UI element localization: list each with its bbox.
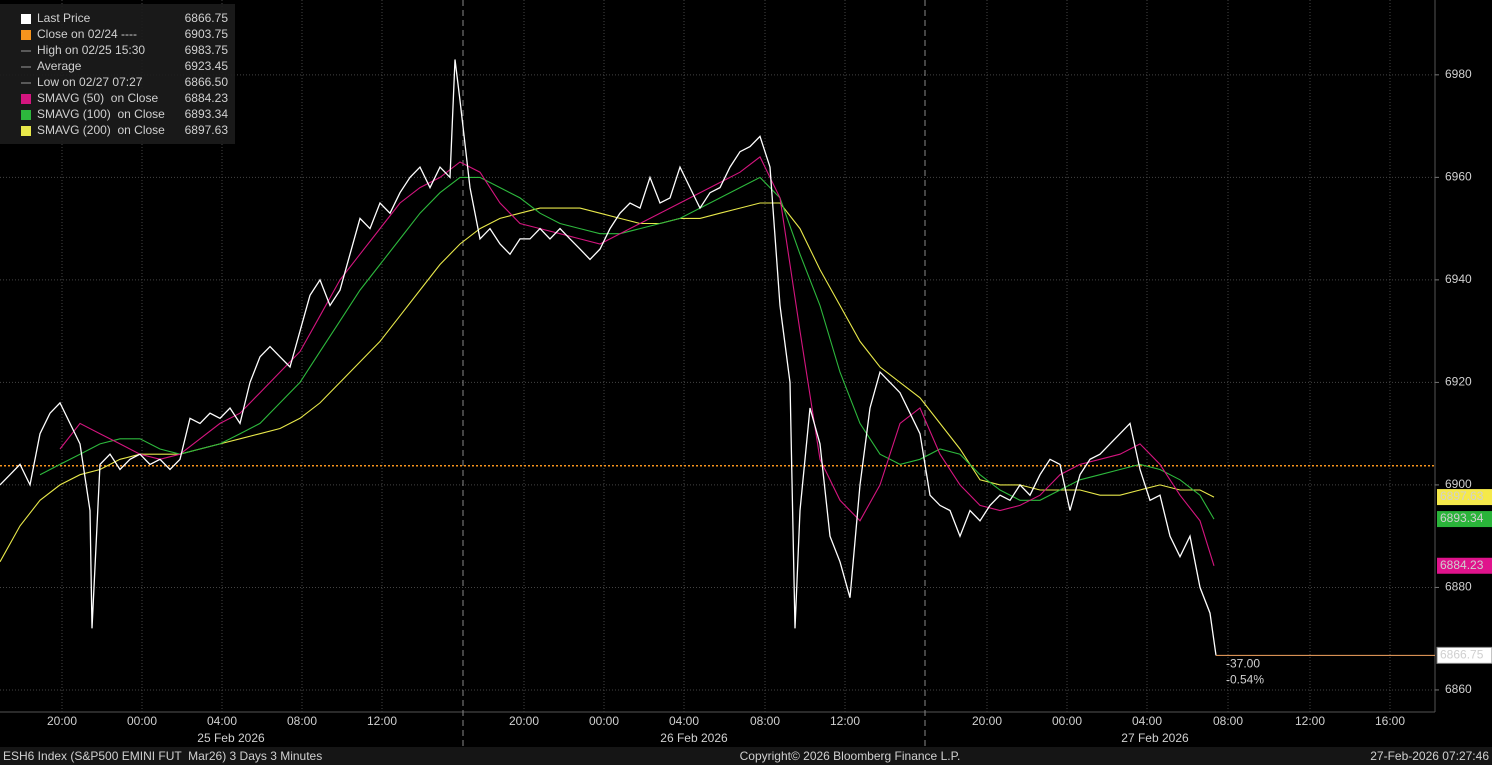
legend-value: 6897.63 <box>185 123 229 137</box>
x-tick-label: 20:00 <box>47 714 77 728</box>
legend-value: 6884.23 <box>185 91 229 105</box>
legend-box <box>0 4 235 144</box>
date-label: 27 Feb 2026 <box>1121 731 1189 745</box>
value-badge <box>1436 646 1492 664</box>
legend-label: Average <box>37 59 82 73</box>
legend-value: 6866.50 <box>185 75 229 89</box>
legend-label: SMAVG (50) on Close <box>37 91 158 105</box>
value-badge <box>1437 557 1492 574</box>
footer-bar <box>0 747 1492 765</box>
change-label: -37.00 <box>1226 657 1260 671</box>
footer-left: ESH6 Index (S&P500 EMINI FUT Mar26) 3 Da… <box>3 749 322 763</box>
x-tick-label: 04:00 <box>1132 714 1162 728</box>
x-tick-label: 20:00 <box>972 714 1002 728</box>
legend-value: 6923.45 <box>185 59 229 73</box>
x-tick-label: 12:00 <box>367 714 397 728</box>
legend-swatch <box>21 30 31 40</box>
y-tick-label: 6860 <box>1445 682 1472 696</box>
legend-label: SMAVG (200) on Close <box>37 123 165 137</box>
value-badge-label: 6893.34 <box>1440 511 1484 525</box>
value-badge-label: 6884.23 <box>1440 558 1484 572</box>
x-tick-label: 12:00 <box>830 714 860 728</box>
legend-label: Close on 02/24 ---- <box>37 27 137 41</box>
legend-label: Last Price <box>37 11 91 25</box>
legend-value: 6903.75 <box>185 27 229 41</box>
x-tick-label: 16:00 <box>1375 714 1405 728</box>
x-tick-label: 00:00 <box>589 714 619 728</box>
y-tick-label: 6980 <box>1445 67 1472 81</box>
footer-center: Copyright© 2026 Bloomberg Finance L.P. <box>740 749 961 763</box>
value-badge <box>1437 511 1492 528</box>
series-line <box>0 59 1217 656</box>
value-badge-label: 6866.75 <box>1440 648 1484 662</box>
date-label: 26 Feb 2026 <box>660 731 728 745</box>
y-tick-label: 6920 <box>1445 375 1472 389</box>
x-tick-label: 08:00 <box>750 714 780 728</box>
y-tick-label: 6880 <box>1445 580 1472 594</box>
legend-value: 6983.75 <box>185 43 229 57</box>
series-line <box>39 176 1215 520</box>
legend-swatch <box>21 14 31 24</box>
x-tick-label: 04:00 <box>207 714 237 728</box>
x-tick-label: 08:00 <box>287 714 317 728</box>
legend-value: 6893.34 <box>185 107 229 121</box>
date-label: 25 Feb 2026 <box>197 731 265 745</box>
legend-label: SMAVG (100) on Close <box>37 107 165 121</box>
value-badge-label: 6897.63 <box>1440 489 1484 503</box>
y-tick-label: 6960 <box>1445 170 1472 184</box>
legend-swatch <box>21 94 31 104</box>
change-label: -0.54% <box>1226 673 1264 687</box>
y-tick-label: 6940 <box>1445 272 1472 286</box>
y-tick-label: 6900 <box>1445 477 1472 491</box>
x-tick-label: 00:00 <box>127 714 157 728</box>
x-tick-label: 20:00 <box>509 714 539 728</box>
legend-value: 6866.75 <box>185 11 229 25</box>
series-line <box>59 156 1215 566</box>
x-tick-label: 00:00 <box>1052 714 1082 728</box>
x-tick-label: 12:00 <box>1295 714 1325 728</box>
legend-swatch <box>21 126 31 136</box>
x-tick-label: 08:00 <box>1213 714 1243 728</box>
legend-label: High on 02/25 15:30 <box>37 43 145 57</box>
legend-label: Low on 02/27 07:27 <box>37 75 143 89</box>
footer-right: 27-Feb-2026 07:27:46 <box>1370 749 1489 763</box>
x-tick-label: 04:00 <box>669 714 699 728</box>
value-badge <box>1437 489 1492 506</box>
legend-swatch <box>21 110 31 120</box>
